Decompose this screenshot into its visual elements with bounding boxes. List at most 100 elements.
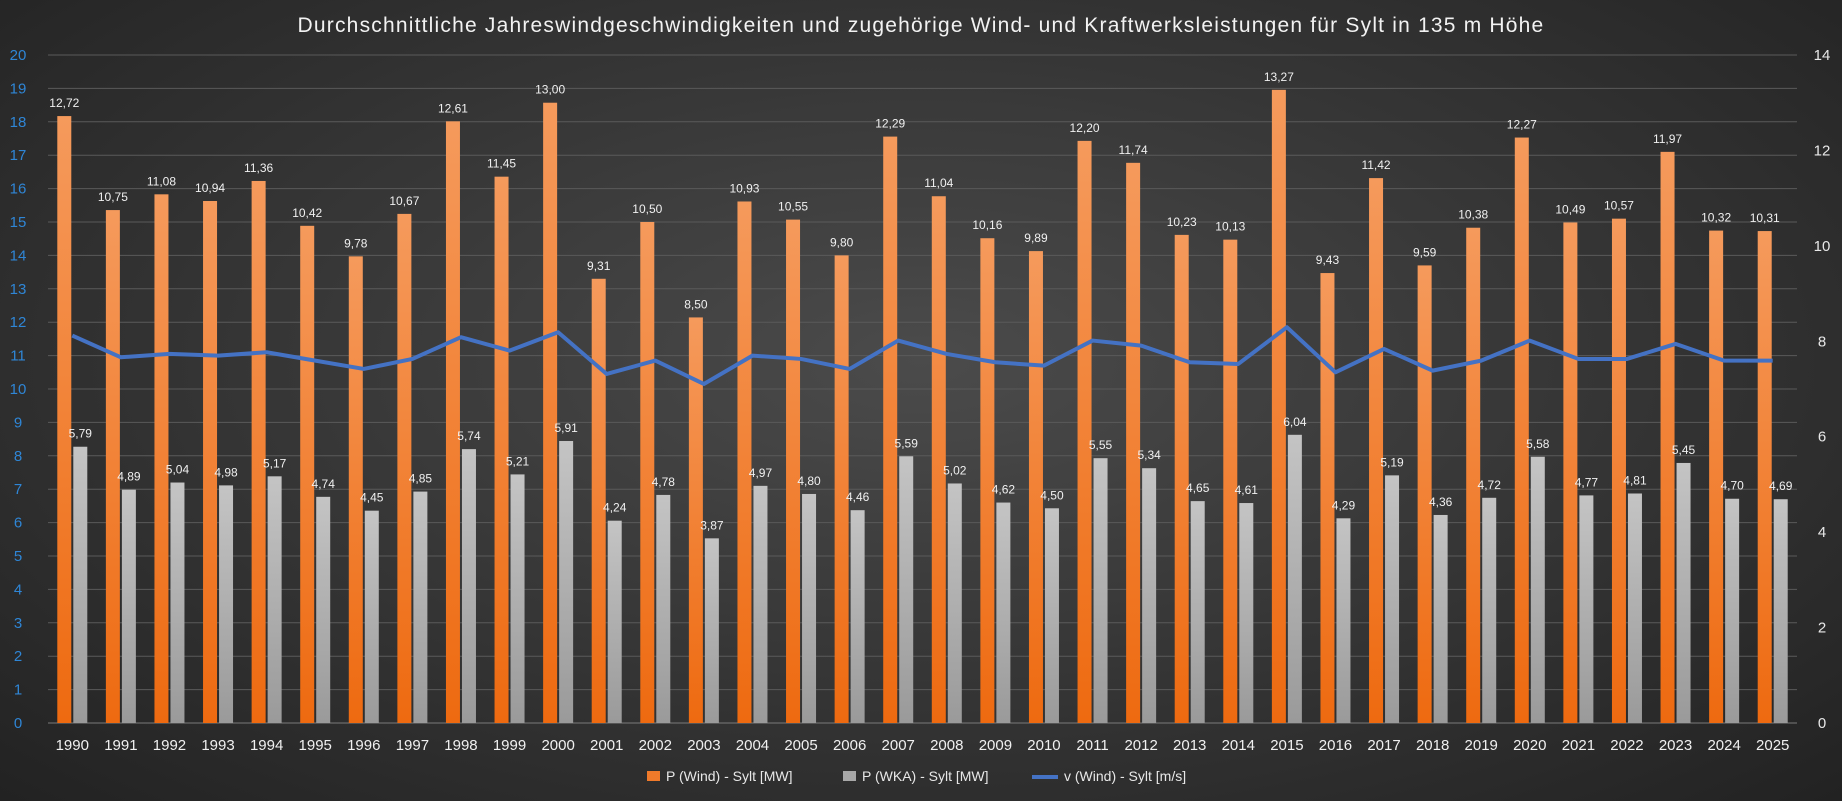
bar-p-wind xyxy=(1514,137,1529,723)
data-label-p-wind: 12,61 xyxy=(438,101,468,115)
y-left-tick-label: 20 xyxy=(10,47,27,64)
y-right-tick-label: 6 xyxy=(1818,429,1826,446)
data-label-p-wind: 9,59 xyxy=(1413,245,1437,259)
line-v-wind xyxy=(71,325,1773,386)
data-label-p-wka: 4,46 xyxy=(846,490,870,504)
data-label-p-wind: 11,42 xyxy=(1361,158,1390,172)
bar-p-wind xyxy=(786,219,801,723)
bar-p-wind xyxy=(737,201,752,724)
x-tick-label: 1992 xyxy=(153,737,186,754)
bar-p-wind xyxy=(1223,239,1238,723)
legend-p-wind-swatch xyxy=(647,771,660,781)
bar-p-wka xyxy=(753,485,768,723)
data-label-p-wind: 11,04 xyxy=(924,176,953,190)
data-label-p-wind: 12,20 xyxy=(1070,121,1100,135)
bar-p-wka xyxy=(413,491,428,723)
data-label-p-wind: 10,67 xyxy=(389,194,419,208)
bar-p-wind xyxy=(251,180,266,724)
bar-p-wka xyxy=(1287,434,1302,723)
x-tick-label: 2015 xyxy=(1270,737,1303,754)
y-left-tick-label: 4 xyxy=(14,581,22,598)
data-label-p-wind: 13,27 xyxy=(1264,70,1294,84)
x-tick-label: 1993 xyxy=(201,737,234,754)
bar-p-wind xyxy=(57,116,72,724)
data-label-p-wind: 10,93 xyxy=(729,181,759,195)
data-label-p-wka: 4,36 xyxy=(1429,495,1453,509)
bar-p-wka xyxy=(1044,508,1059,723)
data-label-p-wind: 11,08 xyxy=(147,174,176,188)
data-label-p-wind: 10,75 xyxy=(98,190,128,204)
data-label-p-wind: 10,31 xyxy=(1750,211,1780,225)
bar-p-wka xyxy=(121,489,136,723)
x-tick-label: 2016 xyxy=(1319,737,1352,754)
bar-p-wka xyxy=(364,510,379,723)
y-left-tick-label: 9 xyxy=(14,414,22,431)
bar-p-wind xyxy=(300,225,315,723)
bar-p-wka xyxy=(1627,493,1642,723)
bar-p-wind xyxy=(445,121,460,723)
y-left-tick-label: 10 xyxy=(10,381,27,398)
x-tick-label: 1994 xyxy=(250,737,283,754)
line-layer xyxy=(71,325,1773,386)
y-left-tick-label: 11 xyxy=(10,348,26,365)
bar-p-wind xyxy=(883,136,898,723)
data-label-p-wind: 11,36 xyxy=(244,161,273,175)
data-label-p-wka: 5,04 xyxy=(166,463,190,477)
data-label-p-wka: 4,89 xyxy=(117,470,141,484)
bar-p-wind xyxy=(1174,234,1189,723)
bar-p-wind xyxy=(1660,151,1675,724)
data-label-p-wka: 4,70 xyxy=(1720,479,1744,493)
bar-p-wka xyxy=(510,474,525,723)
bar-p-wind xyxy=(931,196,946,724)
x-tick-label: 2020 xyxy=(1513,737,1546,754)
x-tick-label: 1999 xyxy=(493,737,526,754)
bar-p-wind xyxy=(1320,273,1335,723)
x-tick-label: 2005 xyxy=(784,737,817,754)
y-left-tick-label: 2 xyxy=(14,648,22,665)
data-label-p-wka: 5,02 xyxy=(943,463,967,477)
data-label-p-wind: 9,78 xyxy=(344,236,368,250)
bar-p-wind xyxy=(543,102,558,723)
data-label-p-wka: 4,50 xyxy=(1040,488,1064,502)
bar-p-wka xyxy=(704,538,719,723)
data-label-p-wind: 10,23 xyxy=(1167,215,1197,229)
data-label-p-wind: 9,31 xyxy=(587,259,611,273)
data-label-p-wka: 4,24 xyxy=(603,501,627,515)
bar-p-wind xyxy=(980,238,995,724)
y-left-tick-label: 8 xyxy=(14,448,22,465)
bar-p-wka xyxy=(559,441,574,723)
data-label-p-wka: 4,85 xyxy=(409,472,433,486)
y-right-tick-label: 10 xyxy=(1814,238,1831,255)
data-label-p-wind: 10,38 xyxy=(1458,208,1488,222)
data-label-p-wka: 5,17 xyxy=(263,456,287,470)
x-tick-label: 2003 xyxy=(687,737,720,754)
bar-p-wind xyxy=(834,255,849,723)
data-label-p-wka: 5,91 xyxy=(554,421,578,435)
x-tick-label: 2017 xyxy=(1367,737,1400,754)
x-tick-label: 1991 xyxy=(104,737,137,754)
x-tick-label: 2010 xyxy=(1027,737,1060,754)
y-axis-right: 0 2 4 6 8 10 12 14 xyxy=(1814,47,1831,732)
data-label-p-wka: 4,81 xyxy=(1623,473,1647,487)
data-label-p-wka: 4,74 xyxy=(312,477,336,491)
data-label-p-wind: 10,42 xyxy=(292,206,322,220)
bar-p-wka xyxy=(802,493,817,723)
data-label-p-wind: 13,00 xyxy=(535,83,565,97)
x-tick-label: 2013 xyxy=(1173,737,1206,754)
bar-p-wind xyxy=(105,210,120,724)
bar-p-wind xyxy=(1563,222,1578,723)
bar-p-wind xyxy=(1757,231,1772,723)
y-right-tick-label: 2 xyxy=(1818,620,1826,637)
bar-p-wind xyxy=(1077,140,1092,723)
data-label-p-wind: 10,13 xyxy=(1215,220,1245,234)
data-label-p-wka: 4,97 xyxy=(749,466,773,480)
y-left-tick-label: 3 xyxy=(14,615,22,632)
data-label-p-wka: 4,78 xyxy=(652,475,676,489)
data-labels-layer: 12,72 5,79 10,75 4,89 11,08 5,04 10,94 4,98 11,3… xyxy=(49,70,1792,533)
bar-p-wka xyxy=(656,494,671,723)
bar-p-wka xyxy=(461,449,476,723)
data-label-p-wka: 5,58 xyxy=(1526,437,1550,451)
x-tick-label: 2008 xyxy=(930,737,963,754)
